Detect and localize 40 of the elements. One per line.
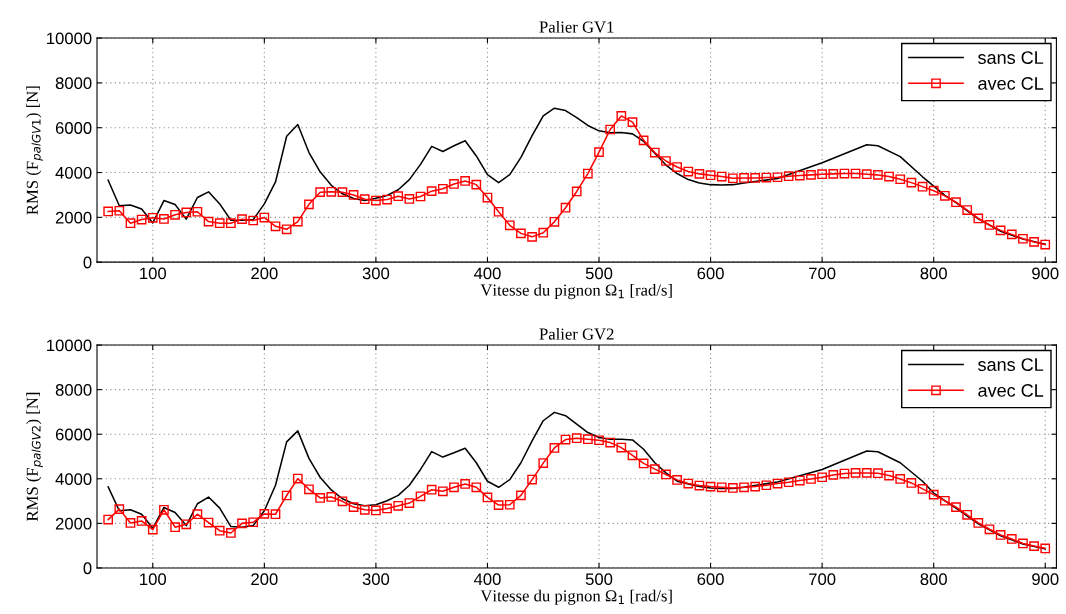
x-tick-label: 800 (920, 267, 947, 280)
legend-label: avec CL (978, 77, 1044, 90)
legend-label: sans CL (978, 358, 1044, 371)
y-tick-label: 0 (83, 256, 92, 269)
x-tick-label: 900 (1032, 573, 1059, 586)
x-tick-label: 500 (585, 267, 613, 280)
y-tick-label: 4000 (55, 166, 92, 179)
x-tick-label: 400 (473, 573, 501, 586)
x-tick-label: 100 (140, 573, 167, 586)
x-tick-label: 700 (809, 267, 836, 280)
x-tick-label: 800 (920, 573, 947, 586)
x-tick-label: 300 (362, 267, 390, 280)
x-tick-label: 900 (1032, 267, 1059, 280)
y-axis-title: RMS (F$_{palGV2}$) [N] (26, 392, 43, 522)
y-tick-label: 8000 (55, 384, 92, 396)
y-tick-label: 6000 (55, 122, 92, 134)
x-tick-label: 100 (140, 267, 167, 280)
y-tick-label: 4000 (55, 473, 92, 485)
x-axis-title: Vitesse du pignon Ω$_{1}$ [rad/s] (480, 283, 672, 300)
x-tick-label: 200 (251, 573, 278, 586)
y-tick-label: 6000 (55, 428, 92, 441)
x-tick-label: 600 (697, 267, 724, 280)
x-tick-label: 700 (809, 573, 836, 586)
y-tick-label: 10000 (47, 32, 92, 45)
y-tick-label: 2000 (55, 517, 92, 530)
x-axis-title: Vitesse du pignon Ω$_{1}$ [rad/s] (480, 589, 672, 605)
legend-label: sans CL (978, 51, 1044, 64)
chart-title: Palier GV1 (539, 20, 614, 33)
y-tick-label: 2000 (55, 211, 92, 224)
x-tick-label: 400 (473, 267, 501, 280)
y-tick-label: 10000 (47, 339, 92, 352)
legend-label: avec CL (978, 384, 1044, 397)
x-tick-label: 200 (251, 267, 278, 280)
x-tick-label: 300 (362, 573, 390, 586)
chart-title: Palier GV2 (539, 327, 614, 340)
x-tick-label: 500 (585, 573, 613, 586)
y-tick-label: 8000 (55, 77, 92, 90)
y-axis-title: RMS (F$_{palGV1}$) [N] (26, 86, 43, 215)
x-tick-label: 600 (697, 573, 724, 586)
y-tick-label: 0 (83, 562, 92, 575)
